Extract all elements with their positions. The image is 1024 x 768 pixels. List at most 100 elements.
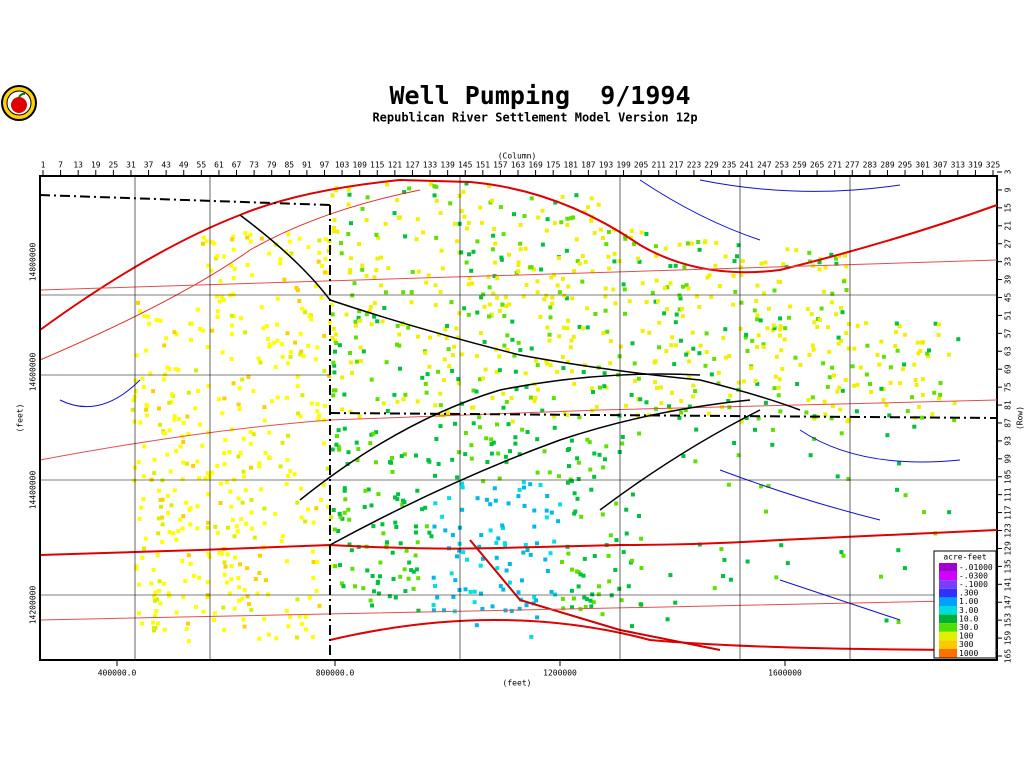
river-road <box>39 178 998 331</box>
pumping-cell <box>332 217 337 222</box>
pumping-cell <box>148 371 153 376</box>
pumping-cell <box>741 379 746 384</box>
pumping-cell <box>902 362 907 367</box>
pumping-cell <box>583 605 588 609</box>
pumping-cell <box>298 414 303 419</box>
pumping-cell <box>566 318 570 323</box>
pumping-cell <box>364 273 369 278</box>
pumping-cell <box>285 395 289 400</box>
pumping-cell <box>172 414 177 419</box>
pumping-cell <box>139 505 144 510</box>
pumping-cell <box>248 239 253 244</box>
pumping-cell <box>812 320 817 325</box>
pumping-cell <box>534 358 538 363</box>
column-tick-label: 37 <box>144 161 154 170</box>
pumping-cell <box>668 281 673 286</box>
pumping-cell <box>482 304 487 309</box>
pumping-cell <box>236 576 241 580</box>
pumping-cell <box>239 316 244 321</box>
pumping-cell <box>823 265 828 270</box>
pumping-cell <box>903 332 908 337</box>
column-tick-label: 199 <box>616 161 631 170</box>
pumping-cell <box>736 380 741 385</box>
legend-label: 1.00 <box>959 597 978 606</box>
pumping-cell <box>414 530 418 535</box>
pumping-cell <box>342 488 347 493</box>
pumping-cell <box>895 487 899 492</box>
column-tick-label: 271 <box>827 161 842 170</box>
pumping-cell <box>735 254 739 259</box>
pumping-cell <box>344 312 349 317</box>
pumping-cell <box>532 399 537 404</box>
pumping-cell <box>510 419 515 424</box>
row-tick-label: 147 <box>1004 595 1013 610</box>
pumping-cell <box>918 348 923 353</box>
pumping-cell <box>774 575 779 580</box>
pumping-cell <box>817 260 822 265</box>
pumping-cell <box>744 416 749 420</box>
row-tick-label: 51 <box>1004 310 1013 320</box>
pumping-cell <box>231 292 236 297</box>
pumping-cell <box>605 329 610 334</box>
pumping-cell <box>707 273 712 278</box>
pumping-cell <box>770 427 775 432</box>
pumping-cell <box>229 577 234 582</box>
pumping-cell <box>152 628 156 633</box>
pumping-cell <box>665 617 670 622</box>
pumping-cell <box>691 383 696 388</box>
pumping-cell <box>395 399 400 404</box>
pumping-cell <box>679 410 684 415</box>
pumping-cell <box>158 318 163 323</box>
pumping-cell <box>456 335 461 340</box>
pumping-cell <box>709 295 714 299</box>
pumping-cell <box>372 314 377 319</box>
pumping-cell <box>952 418 957 423</box>
pumping-cell <box>285 457 290 462</box>
pumping-cell <box>401 397 406 402</box>
pumping-cell <box>480 556 485 561</box>
pumping-cell <box>222 462 227 467</box>
pumping-cell <box>731 273 736 278</box>
pumping-cell <box>481 376 485 381</box>
pumping-cell <box>477 415 482 420</box>
row-tick-label: 153 <box>1004 613 1013 628</box>
pumping-cell <box>295 384 300 389</box>
pumping-cell <box>180 559 185 563</box>
pumping-cell <box>261 326 266 331</box>
pumping-cell <box>687 404 692 409</box>
pumping-cell <box>435 595 440 600</box>
pumping-cell <box>695 294 700 299</box>
pumping-cell <box>528 482 533 487</box>
pumping-cell <box>273 512 278 516</box>
pumping-cell <box>686 286 691 291</box>
pumping-cell <box>421 230 426 235</box>
pumping-cell <box>728 393 733 398</box>
pumping-cell <box>783 326 788 331</box>
pumping-cell <box>393 595 398 600</box>
pumping-cell <box>222 451 227 456</box>
pumping-cell <box>296 411 301 416</box>
pumping-cell <box>337 447 342 452</box>
pumping-cell <box>444 336 449 341</box>
pumping-cell <box>714 240 719 245</box>
pumping-cell <box>341 584 346 589</box>
pumping-cell <box>186 553 191 558</box>
pumping-cell <box>542 449 547 454</box>
pumping-cell <box>333 332 338 337</box>
pumping-cell <box>630 558 635 563</box>
pumping-cell <box>855 323 860 328</box>
pumping-cell <box>327 374 332 378</box>
pumping-cell <box>354 440 359 445</box>
pumping-cell <box>812 416 816 421</box>
pumping-cell <box>600 512 605 517</box>
pumping-cell <box>544 515 549 520</box>
pumping-cell <box>687 359 692 364</box>
pumping-cell <box>428 335 432 340</box>
pumping-cell <box>555 283 560 288</box>
pumping-cell <box>385 182 390 187</box>
pumping-cell <box>232 606 237 611</box>
pumping-cell <box>267 430 272 435</box>
pumping-cell <box>549 589 554 594</box>
pumping-cell <box>357 242 361 247</box>
pumping-cell <box>141 385 146 389</box>
